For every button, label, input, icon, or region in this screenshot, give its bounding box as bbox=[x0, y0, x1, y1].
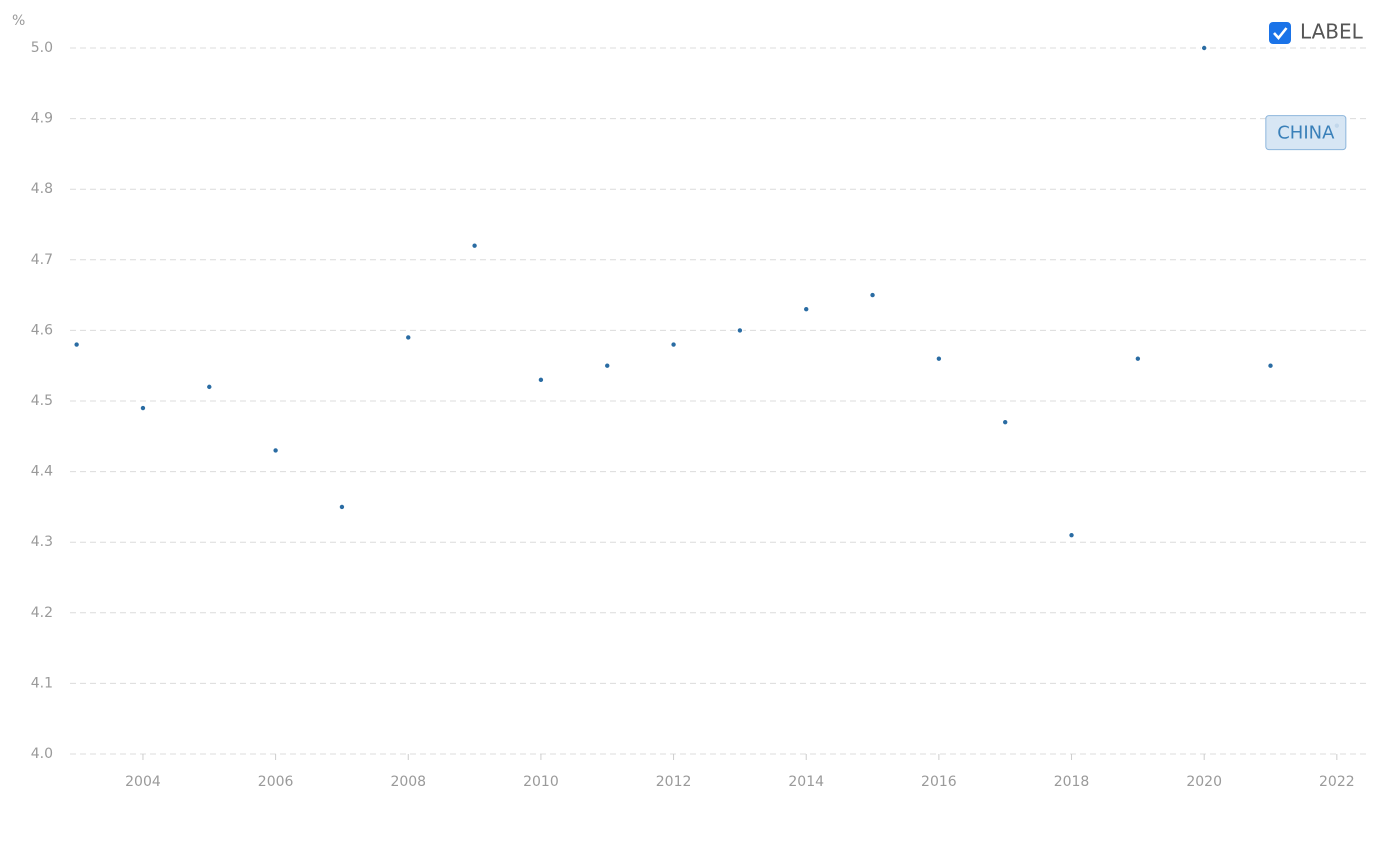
checkbox-label[interactable]: LABEL bbox=[1300, 20, 1364, 44]
x-tick-label: 2018 bbox=[1054, 774, 1090, 790]
series-label-text: CHINA bbox=[1277, 123, 1335, 144]
data-point bbox=[1134, 355, 1142, 363]
y-tick-label: 4.2 bbox=[31, 605, 53, 621]
data-point bbox=[869, 291, 876, 299]
checkbox-legend[interactable]: LABEL bbox=[1269, 20, 1364, 45]
x-tick-label: 2012 bbox=[656, 774, 692, 790]
y-tick-label: 4.0 bbox=[31, 746, 53, 762]
checkmark bbox=[1273, 27, 1288, 41]
x-tick-label: 2016 bbox=[921, 774, 957, 790]
x-tick-label: 2014 bbox=[788, 774, 824, 790]
y-tick-label: 4.6 bbox=[31, 322, 53, 338]
data-point bbox=[471, 242, 478, 250]
data-point bbox=[1001, 418, 1009, 426]
y-tick-label: 4.7 bbox=[31, 252, 53, 268]
y-axis-label: % bbox=[12, 13, 25, 29]
series-label-box bbox=[1265, 115, 1347, 151]
data-point bbox=[272, 447, 280, 454]
x-tick-label: 2008 bbox=[390, 774, 426, 790]
x-tick-label: 2006 bbox=[258, 774, 294, 790]
data-point bbox=[603, 362, 611, 370]
series-label: CHINA bbox=[1265, 115, 1347, 151]
data-point bbox=[73, 341, 81, 348]
data-point bbox=[802, 305, 810, 313]
data-point bbox=[205, 383, 213, 391]
data-point bbox=[1267, 362, 1274, 370]
data-point bbox=[338, 503, 346, 511]
y-tick-label: 4.3 bbox=[31, 534, 53, 550]
y-tick-label: 5.0 bbox=[31, 40, 53, 56]
x-tick-label: 2004 bbox=[125, 774, 161, 790]
x-tick-label: 2022 bbox=[1319, 774, 1355, 790]
y-tick-label: 4.5 bbox=[31, 393, 53, 409]
data-point bbox=[1068, 531, 1075, 539]
x-tick-label: 2010 bbox=[523, 774, 559, 790]
data-point bbox=[935, 355, 943, 363]
y-tick-label: 4.8 bbox=[31, 181, 53, 197]
data-point bbox=[670, 341, 677, 348]
data-point bbox=[139, 404, 147, 412]
y-tick-label: 4.1 bbox=[31, 675, 53, 691]
y-tick-label: 4.9 bbox=[31, 111, 53, 127]
data-point bbox=[404, 334, 412, 341]
data-point bbox=[537, 376, 545, 384]
y-tick-label: 4.4 bbox=[31, 464, 53, 480]
data-point bbox=[736, 327, 744, 334]
checkbox[interactable] bbox=[1269, 22, 1291, 44]
data-point bbox=[1200, 44, 1208, 52]
x-tick-label: 2020 bbox=[1186, 774, 1222, 790]
